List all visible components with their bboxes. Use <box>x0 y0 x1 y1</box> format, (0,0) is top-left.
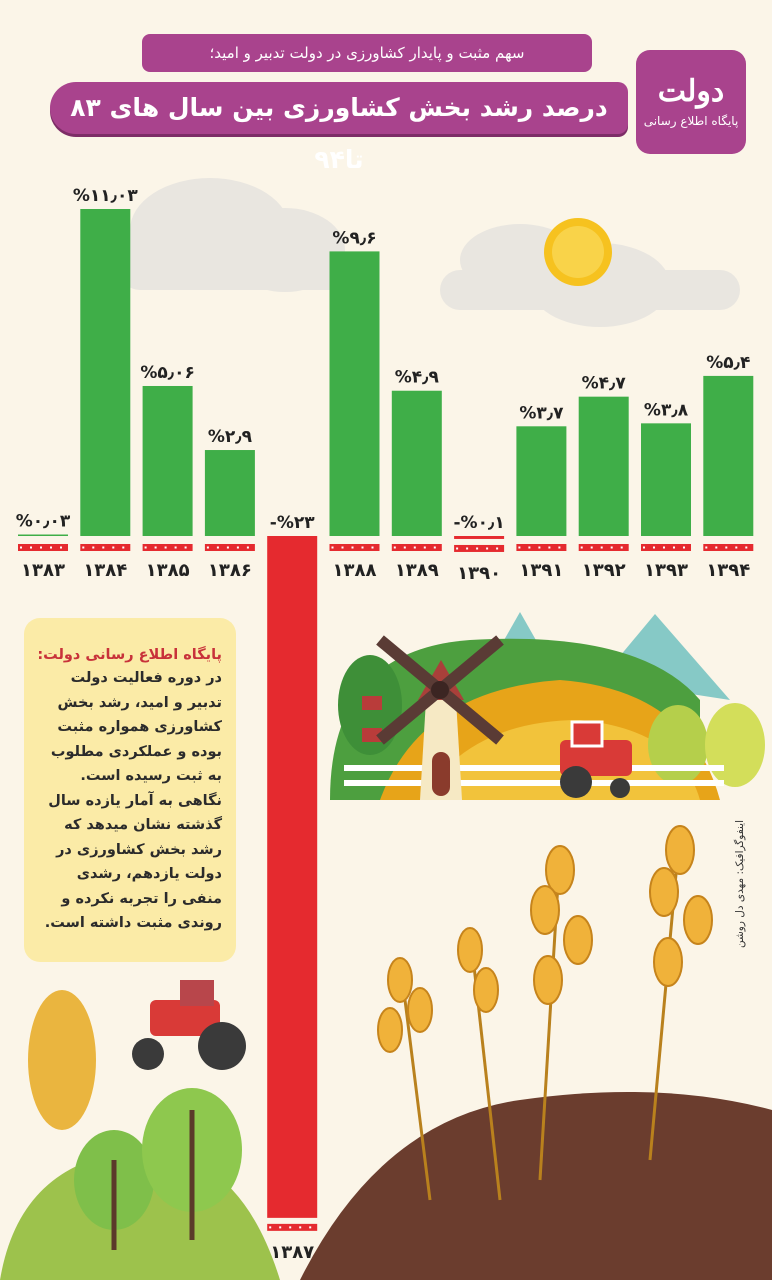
note-body: در دوره فعالیت دولت تدبیر و امید، رشد بخ… <box>44 670 222 931</box>
bar-8 <box>516 426 567 536</box>
value-label-1: %۱۱٫۰۳ <box>73 186 139 206</box>
tractor-icon <box>560 720 632 798</box>
value-label-0: %۰٫۰۳ <box>16 512 71 532</box>
windmill-icon <box>376 635 504 800</box>
year-label-9: ۱۳۹۲ <box>582 560 626 581</box>
value-label-4: -%۲۳ <box>270 513 315 533</box>
bar-5 <box>329 251 380 536</box>
value-label-6: %۴٫۹ <box>395 368 440 388</box>
baseline-marker-8 <box>516 544 567 551</box>
designer-credit: اینفوگرافیک: مهدی دل روشن <box>734 820 746 949</box>
small-tractor-icon <box>132 980 246 1070</box>
note-title: پایگاه اطلاع رسانی دولت: <box>37 647 222 663</box>
bar-2 <box>142 385 193 536</box>
year-label-2: ۱۳۸۵ <box>146 560 190 581</box>
bar-10 <box>641 423 691 536</box>
value-label-9: %۴٫۷ <box>582 374 627 394</box>
baseline-marker-7 <box>454 544 505 552</box>
value-label-2: %۵٫۰۶ <box>140 363 195 383</box>
baseline-marker-3 <box>204 544 255 551</box>
value-label-8: %۳٫۷ <box>519 403 564 423</box>
value-label-5: %۹٫۶ <box>332 228 376 248</box>
baseline-marker-5 <box>329 544 380 551</box>
baseline-marker-9 <box>578 544 629 551</box>
background-clouds <box>100 178 740 327</box>
year-label-11: ۱۳۹۴ <box>706 560 750 581</box>
bar-1 <box>80 209 131 536</box>
bar-11 <box>703 375 754 536</box>
year-label-4: ۱۳۸۷ <box>270 1242 314 1263</box>
logo-main-text: دولت <box>657 74 725 109</box>
bar-4 <box>267 536 318 1218</box>
baseline-marker-2 <box>142 544 193 551</box>
value-label-7: -%۰٫۱ <box>453 513 504 533</box>
subtitle-banner: سهم مثبت و پایدار کشاورزی در دولت تدبیر … <box>142 34 592 72</box>
dolat-logo: دولت پایگاه اطلاع رسانی <box>636 50 746 154</box>
value-label-10: %۳٫۸ <box>644 400 689 420</box>
baseline-marker-4 <box>267 1223 318 1231</box>
year-label-7: ۱۳۹۰ <box>457 563 501 584</box>
year-label-5: ۱۳۸۸ <box>333 560 377 581</box>
bar-9 <box>578 396 629 536</box>
baseline-marker-11 <box>703 544 754 551</box>
year-label-1: ۱۳۸۴ <box>83 560 127 581</box>
trees-illustration <box>0 990 280 1280</box>
year-label-10: ۱۳۹۳ <box>644 560 688 581</box>
year-label-6: ۱۳۸۹ <box>395 560 439 581</box>
bar-3 <box>204 450 255 536</box>
bar-6 <box>391 390 442 536</box>
farm-scene-illustration <box>330 612 765 800</box>
baseline-marker-6 <box>391 544 442 551</box>
logo-sub-text: پایگاه اطلاع رسانی <box>643 114 739 128</box>
page-title: درصد رشد بخش کشاورزی بین سال های ۸۳ تا۹۴ <box>50 82 628 174</box>
growth-bar-chart: %۰٫۰۳ ۱۳۸۳ %۱۱٫۰۳ ۱۳۸۴ %۵٫۰۶ ۱۳۸۵ %۲٫۹ ۱۳۸۶ -%۲۳… <box>16 186 754 1263</box>
value-label-11: %۵٫۴ <box>706 353 750 373</box>
year-label-3: ۱۳۸۶ <box>208 560 252 581</box>
wheat-field-illustration <box>300 825 772 1280</box>
sun-icon <box>544 218 612 286</box>
year-label-8: ۱۳۹۱ <box>519 560 563 581</box>
baseline-marker-1 <box>80 544 131 551</box>
year-label-0: ۱۳۸۳ <box>21 560 65 581</box>
bar-0 <box>18 534 68 536</box>
info-note-box: پایگاه اطلاع رسانی دولت: در دوره فعالیت … <box>24 618 236 962</box>
value-label-3: %۲٫۹ <box>208 427 253 447</box>
baseline-marker-0 <box>18 544 68 551</box>
baseline-marker-10 <box>641 544 691 551</box>
bar-7 <box>454 536 505 539</box>
